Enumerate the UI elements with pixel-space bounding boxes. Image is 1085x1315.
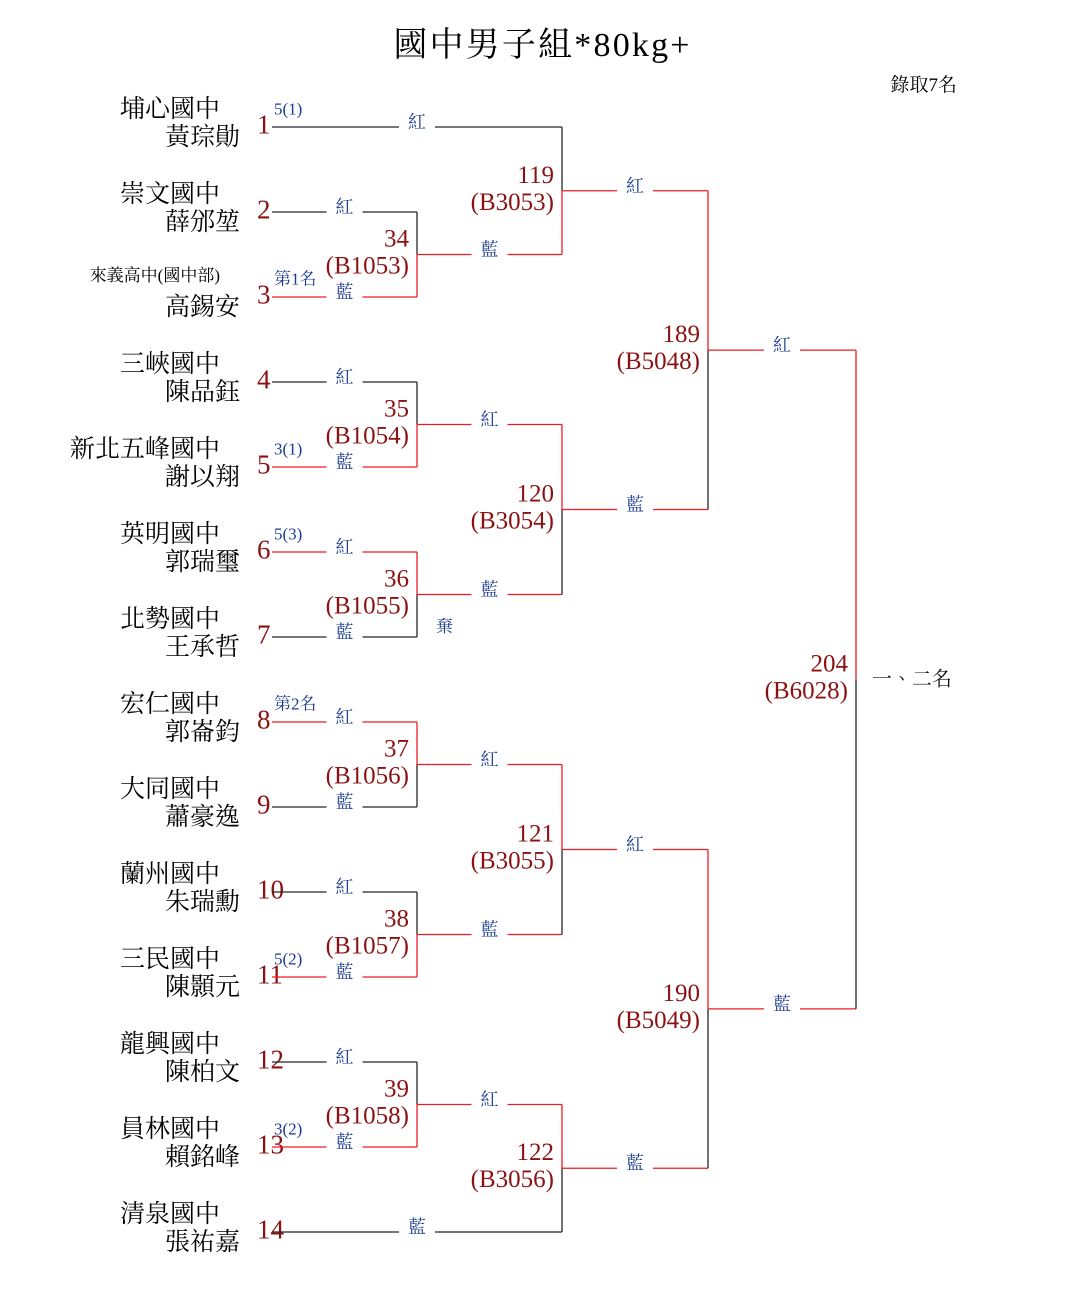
svg-text:藍: 藍 <box>481 580 499 600</box>
svg-text:紅: 紅 <box>336 1047 354 1067</box>
svg-text:第2名: 第2名 <box>274 695 317 714</box>
svg-text:紅: 紅 <box>336 707 354 727</box>
svg-text:(B1053): (B1053) <box>326 253 409 280</box>
svg-text:藍: 藍 <box>481 240 499 260</box>
svg-text:9: 9 <box>257 790 271 820</box>
svg-text:紅: 紅 <box>336 367 354 387</box>
svg-text:紅: 紅 <box>336 537 354 557</box>
svg-text:120: 120 <box>517 481 555 508</box>
svg-text:12: 12 <box>257 1045 284 1075</box>
svg-text:121: 121 <box>517 821 555 848</box>
svg-text:7: 7 <box>257 620 271 650</box>
svg-text:一、二名: 一、二名 <box>872 668 952 691</box>
svg-text:藍: 藍 <box>336 1132 354 1152</box>
svg-text:紅: 紅 <box>773 335 791 355</box>
svg-text:190: 190 <box>663 980 701 1007</box>
svg-text:紅: 紅 <box>626 176 644 196</box>
svg-text:紅: 紅 <box>626 835 644 855</box>
svg-text:紅: 紅 <box>481 1090 499 1110</box>
svg-text:紅: 紅 <box>408 112 426 132</box>
svg-text:藍: 藍 <box>336 622 354 642</box>
svg-text:第1名: 第1名 <box>274 270 317 289</box>
svg-text:(B1056): (B1056) <box>326 763 409 790</box>
svg-text:5(2): 5(2) <box>274 950 302 969</box>
svg-text:紅: 紅 <box>481 750 499 770</box>
svg-text:5(3): 5(3) <box>274 525 302 544</box>
svg-text:37: 37 <box>384 736 409 763</box>
svg-text:14: 14 <box>257 1215 285 1245</box>
svg-text:藍: 藍 <box>773 994 791 1014</box>
svg-text:3(2): 3(2) <box>274 1120 302 1139</box>
svg-text:(B1058): (B1058) <box>326 1103 409 1130</box>
svg-text:紅: 紅 <box>336 877 354 897</box>
svg-text:39: 39 <box>384 1076 409 1103</box>
svg-text:(B1055): (B1055) <box>326 593 409 620</box>
svg-text:5: 5 <box>257 450 271 480</box>
svg-text:藍: 藍 <box>336 282 354 302</box>
svg-text:119: 119 <box>517 162 554 189</box>
svg-text:34: 34 <box>384 226 410 253</box>
svg-text:10: 10 <box>257 875 284 905</box>
svg-text:藍: 藍 <box>408 1217 426 1237</box>
svg-text:藍: 藍 <box>336 792 354 812</box>
svg-text:(B5048): (B5048) <box>617 348 700 375</box>
svg-text:紅: 紅 <box>481 410 499 430</box>
svg-text:1: 1 <box>257 110 271 140</box>
svg-text:5(1): 5(1) <box>274 100 302 119</box>
svg-text:(B3055): (B3055) <box>471 848 554 875</box>
svg-text:藍: 藍 <box>626 495 644 515</box>
svg-text:4: 4 <box>257 365 271 395</box>
svg-text:3(1): 3(1) <box>274 440 302 459</box>
svg-text:122: 122 <box>517 1139 555 1166</box>
svg-text:189: 189 <box>663 321 701 348</box>
svg-text:6: 6 <box>257 535 271 565</box>
svg-text:2: 2 <box>257 195 271 225</box>
svg-text:204: 204 <box>811 651 849 678</box>
svg-text:紅: 紅 <box>336 197 354 217</box>
svg-text:(B3054): (B3054) <box>471 508 554 535</box>
svg-text:藍: 藍 <box>626 1153 644 1173</box>
svg-text:35: 35 <box>384 396 409 423</box>
svg-text:8: 8 <box>257 705 271 735</box>
svg-text:38: 38 <box>384 906 409 933</box>
svg-text:藍: 藍 <box>336 452 354 472</box>
svg-text:3: 3 <box>257 280 271 310</box>
svg-text:(B1057): (B1057) <box>326 933 409 960</box>
svg-text:(B5049): (B5049) <box>617 1007 700 1034</box>
svg-text:(B1054): (B1054) <box>326 423 409 450</box>
svg-text:藍: 藍 <box>481 920 499 940</box>
svg-text:棄: 棄 <box>436 617 453 636</box>
svg-text:36: 36 <box>384 566 409 593</box>
svg-text:(B3056): (B3056) <box>471 1166 554 1193</box>
svg-text:藍: 藍 <box>336 962 354 982</box>
svg-text:(B6028): (B6028) <box>765 678 848 705</box>
svg-text:(B3053): (B3053) <box>471 189 554 216</box>
